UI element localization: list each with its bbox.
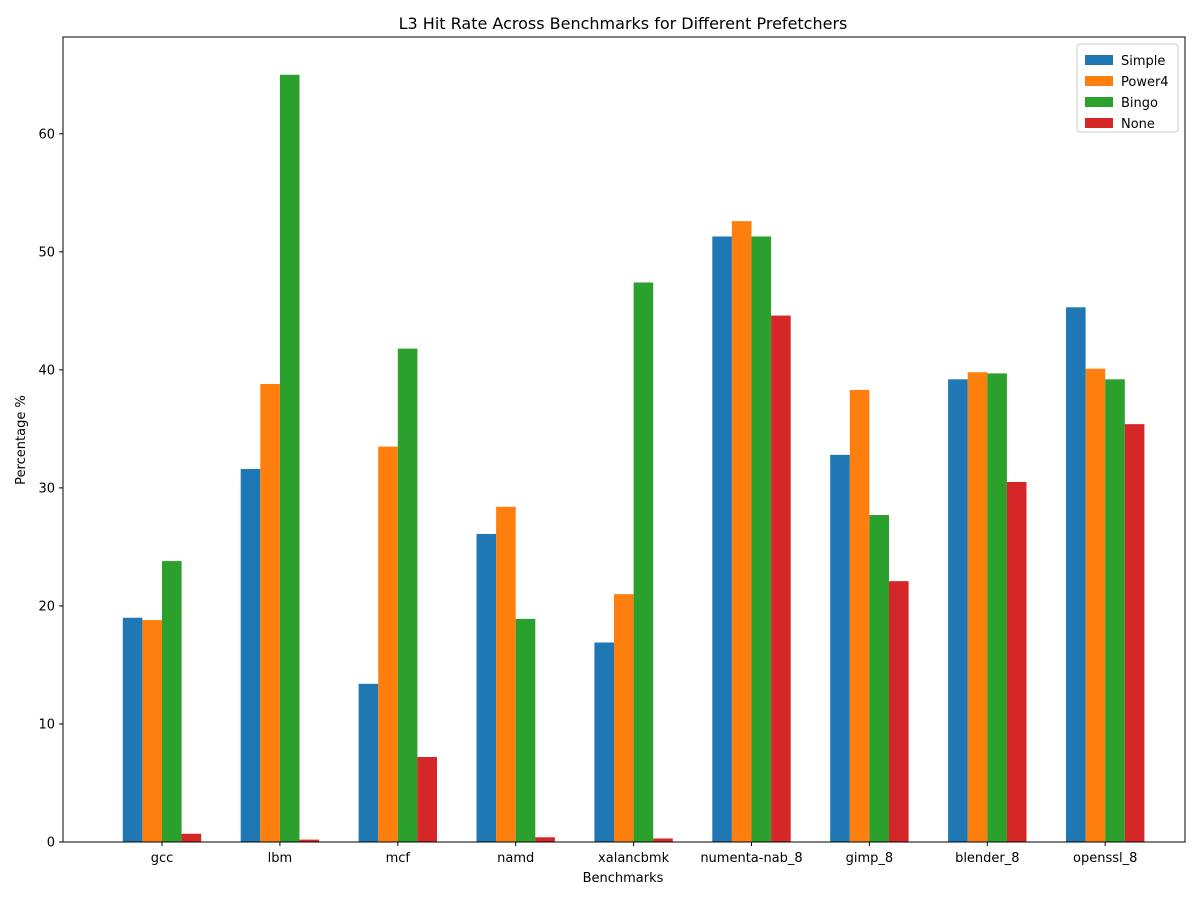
bar-simple-openssl_8: [1066, 307, 1086, 842]
x-axis: gcc lbm mcf namd xalancbmk numenta-nab_8 gimp_…: [151, 842, 1137, 866]
bar-simple-lbm: [240, 469, 261, 842]
bar-bingo-namd: [515, 618, 536, 842]
legend: Simple Power4 Bingo None: [1076, 43, 1179, 133]
legend-box: [1076, 43, 1179, 133]
legend-swatch-none: [1085, 118, 1113, 128]
legend-swatch-simple: [1085, 55, 1113, 65]
legend-swatch-bingo: [1085, 97, 1113, 107]
y-tick-label: 50: [38, 245, 55, 260]
bar-bingo-numenta-nab_8: [751, 236, 772, 843]
legend-label-bingo: Bingo: [1121, 96, 1158, 111]
x-tick-label: blender_8: [955, 851, 1019, 866]
bar-none-gcc: [181, 833, 202, 842]
y-tick-label: 60: [38, 127, 55, 142]
y-tick-label: 40: [38, 363, 55, 378]
bar-none-blender_8: [1006, 481, 1027, 842]
bar-power4-namd: [496, 506, 516, 842]
bar-simple-mcf: [358, 683, 379, 842]
y-axis: 0 10 20 30 40 50 60: [38, 127, 63, 851]
bar-bingo-gcc: [162, 561, 182, 842]
x-axis-label: Benchmarks: [583, 871, 664, 886]
legend-label-none: None: [1121, 117, 1155, 132]
bar-none-namd: [535, 837, 555, 842]
bars-group: [122, 74, 1145, 843]
bar-power4-xalancbmk: [614, 594, 634, 842]
x-tick-label: lbm: [268, 851, 293, 866]
y-tick-label: 10: [38, 717, 55, 732]
bar-none-lbm: [299, 839, 320, 842]
y-axis-label: Percentage %: [14, 395, 29, 485]
bar-simple-numenta-nab_8: [712, 236, 732, 843]
bar-power4-openssl_8: [1085, 368, 1106, 842]
bar-simple-blender_8: [948, 379, 968, 842]
bar-none-numenta-nab_8: [771, 315, 791, 842]
bar-power4-numenta-nab_8: [731, 221, 752, 842]
bar-none-mcf: [417, 757, 437, 842]
y-tick-label: 20: [38, 599, 55, 614]
bar-power4-mcf: [378, 446, 398, 842]
bar-none-xalancbmk: [653, 838, 673, 842]
bar-simple-gcc: [122, 617, 143, 842]
x-tick-label: mcf: [386, 851, 411, 866]
bar-power4-gimp_8: [849, 389, 870, 842]
bar-simple-gimp_8: [830, 454, 850, 842]
bar-power4-lbm: [260, 384, 280, 842]
plot-frame: [62, 36, 1186, 843]
legend-swatch-power4: [1085, 76, 1113, 86]
bar-simple-xalancbmk: [594, 642, 614, 842]
x-tick-label: gimp_8: [846, 851, 894, 866]
bar-none-gimp_8: [889, 581, 909, 842]
bar-power4-gcc: [142, 620, 162, 842]
bar-bingo-xalancbmk: [633, 282, 654, 842]
bar-bingo-openssl_8: [1105, 379, 1125, 842]
bar-bingo-gimp_8: [869, 515, 889, 842]
x-tick-label: xalancbmk: [598, 851, 670, 866]
bar-bingo-lbm: [279, 74, 300, 842]
x-tick-label: namd: [497, 851, 534, 866]
legend-label-power4: Power4: [1121, 75, 1169, 90]
y-tick-label: 0: [47, 836, 55, 851]
x-tick-label: gcc: [151, 851, 174, 866]
bar-simple-namd: [476, 533, 497, 842]
bar-bingo-blender_8: [987, 373, 1007, 842]
y-tick-label: 30: [38, 481, 55, 496]
bar-none-openssl_8: [1124, 424, 1145, 842]
x-tick-label: numenta-nab_8: [700, 851, 802, 866]
bar-bingo-mcf: [397, 348, 418, 842]
bar-power4-blender_8: [967, 372, 988, 842]
legend-label-simple: Simple: [1121, 54, 1165, 69]
x-tick-label: openssl_8: [1073, 851, 1137, 866]
chart-title: L3 Hit Rate Across Benchmarks for Differ…: [399, 14, 848, 33]
